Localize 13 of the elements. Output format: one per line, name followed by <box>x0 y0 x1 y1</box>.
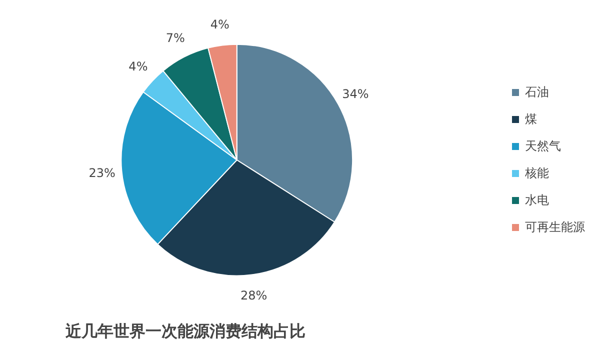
legend-label: 石油 <box>525 84 549 100</box>
legend-label: 天然气 <box>525 138 561 154</box>
legend-label: 煤 <box>525 110 538 128</box>
data-label: 23% <box>88 166 116 180</box>
data-label: 34% <box>342 87 369 102</box>
data-label: 28% <box>240 288 268 303</box>
legend-label: 水电 <box>525 192 549 208</box>
text: 近几年世界一次能源消费结构占比 <box>64 322 306 340</box>
data-label: 4% <box>128 59 148 74</box>
legend-label: 可再生能源 <box>525 218 585 236</box>
data-label: 4% <box>210 17 230 32</box>
legend-label: 核能 <box>525 164 549 182</box>
data-label: 7% <box>166 31 185 46</box>
